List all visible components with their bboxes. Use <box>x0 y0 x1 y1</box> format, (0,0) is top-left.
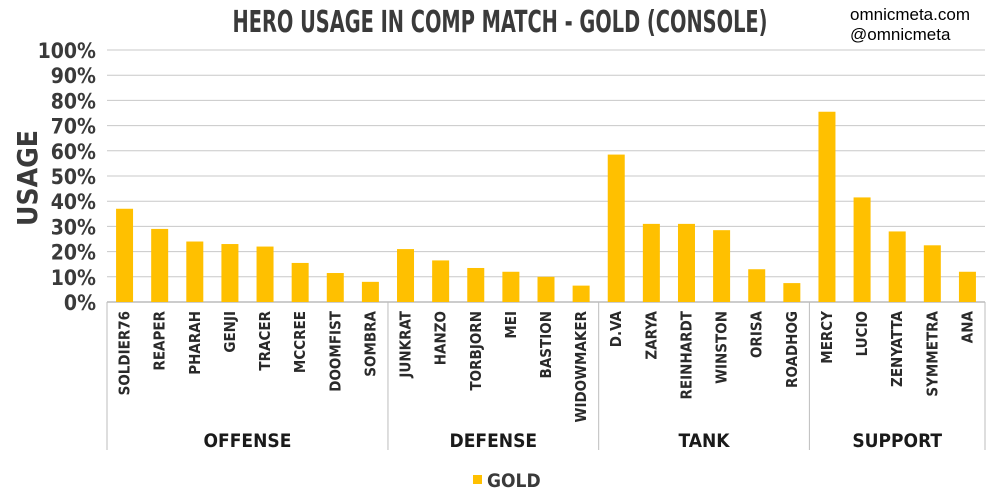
y-tick-label: 100% <box>38 39 96 63</box>
bar <box>958 271 976 302</box>
x-tick-label: MEI <box>502 311 520 339</box>
x-tick-label: MERCY <box>818 311 836 364</box>
x-tick-label: BASTION <box>537 311 555 378</box>
group-labels: OFFENSE DEFENSE TANK SUPPORT <box>106 302 986 452</box>
bar <box>923 245 941 302</box>
x-tick-label: GENJI <box>221 311 239 353</box>
x-tick-label: TRACER <box>256 310 274 370</box>
x-tick-label: HANZO <box>432 311 450 365</box>
y-axis-label: USAGE <box>11 130 44 226</box>
credit-site: omnicmeta.com <box>850 5 970 24</box>
x-tick-label: LUCIO <box>853 311 871 356</box>
y-tick-label: 60% <box>51 140 96 164</box>
y-tick-label: 0% <box>64 291 96 315</box>
x-tick-label: REAPER <box>151 310 169 370</box>
bar <box>432 260 450 302</box>
legend: GOLD <box>473 470 541 492</box>
bar <box>783 283 801 302</box>
bar <box>502 271 520 302</box>
bar <box>853 197 871 302</box>
y-tick-label: 40% <box>51 190 96 214</box>
y-tick-label: 10% <box>51 266 96 290</box>
y-tick-label: 50% <box>51 165 96 189</box>
bar <box>607 154 625 302</box>
y-axis-ticks: 0%10%20%30%40%50%60%70%80%90%100% <box>38 39 96 315</box>
bar <box>221 244 239 302</box>
legend-swatch-gold <box>473 475 482 484</box>
bar <box>151 228 169 302</box>
bar <box>677 223 695 302</box>
bar <box>256 246 274 302</box>
bar <box>537 276 555 302</box>
y-tick-label: 90% <box>51 64 96 88</box>
x-tick-label: REINHARDT <box>677 310 695 399</box>
y-tick-label: 70% <box>51 115 96 139</box>
x-tick-label: ROADHOG <box>783 311 801 388</box>
group-label: SUPPORT <box>852 430 942 452</box>
group-label: OFFENSE <box>204 430 292 452</box>
group-label: DEFENSE <box>450 430 538 452</box>
x-tick-label: WIDOWMAKER <box>572 310 590 422</box>
bars <box>116 111 976 303</box>
bar <box>818 111 836 303</box>
x-tick-label: D.VA <box>607 310 625 347</box>
credit-handle: @omnicmeta <box>850 25 951 44</box>
x-tick-label: ORISA <box>748 310 766 358</box>
x-tick-label: JUNKRAT <box>397 310 415 378</box>
x-tick-label: TORBJORN <box>467 311 485 391</box>
bar <box>572 285 590 302</box>
bar <box>888 231 906 302</box>
bar <box>713 230 731 302</box>
bar <box>748 269 766 302</box>
gridlines <box>107 49 985 303</box>
bar <box>361 281 379 302</box>
x-tick-label: SYMMETRA <box>923 310 941 396</box>
bar <box>116 208 134 302</box>
bar <box>326 273 344 302</box>
x-tick-label: SOLDIER76 <box>116 311 134 395</box>
y-tick-label: 20% <box>51 241 96 265</box>
bar <box>397 249 415 302</box>
x-tick-label: ZARYA <box>642 310 660 359</box>
x-tick-label: PHARAH <box>186 311 204 375</box>
x-tick-label: SOMBRA <box>361 310 379 376</box>
bar <box>642 223 660 302</box>
x-tick-label: WINSTON <box>713 311 731 384</box>
bar <box>291 262 309 302</box>
y-tick-label: 80% <box>51 89 96 113</box>
y-tick-label: 30% <box>51 215 96 239</box>
x-tick-label: DOOMFIST <box>326 310 344 392</box>
category-labels: SOLDIER76 REAPER PHARAH GENJI TRACER MCCREE DO… <box>116 310 977 422</box>
group-label: TANK <box>679 430 731 452</box>
x-tick-label: ANA <box>958 310 976 343</box>
bar <box>186 241 204 302</box>
x-tick-label: MCCREE <box>291 311 309 373</box>
x-tick-label: ZENYATTA <box>888 310 906 387</box>
bar <box>467 267 485 302</box>
legend-label-gold: GOLD <box>487 470 541 492</box>
chart-title: HERO USAGE IN COMP MATCH - GOLD (CONSOLE… <box>233 5 768 40</box>
